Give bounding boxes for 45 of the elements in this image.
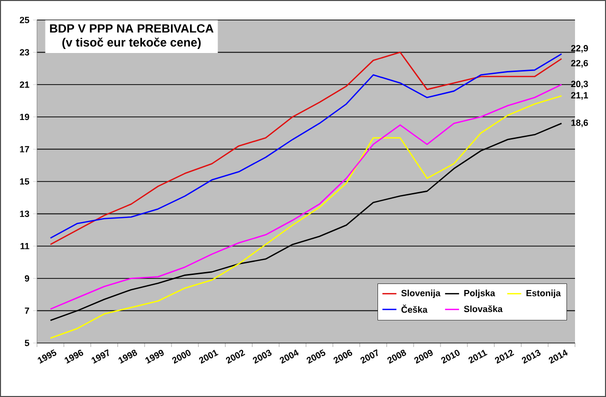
text: (v tisoč eur tekoče cene)	[62, 38, 201, 49]
x-tick-label: 2009	[414, 350, 433, 364]
x-tick-label: 2012	[494, 350, 514, 364]
x-tick-label: 2007	[360, 349, 378, 364]
x-tick-label: 1995	[38, 349, 56, 364]
x-tick-label: 2003	[252, 350, 272, 364]
line-series	[50, 122, 562, 322]
annotation: 22,9	[571, 45, 588, 53]
y-tick-label: 7	[24, 308, 30, 314]
legend-label: Slovenija	[401, 290, 440, 298]
x-tick-label: 2004	[280, 349, 299, 364]
y-tick-label: 25	[20, 16, 30, 24]
legend-label: Češka	[401, 304, 428, 313]
y-tick-label: 23	[20, 49, 30, 56]
x-tick-label: 2002	[226, 350, 246, 364]
annotation: 18,6	[571, 120, 588, 128]
y-tick-label: 17	[20, 146, 30, 152]
x-tick-label: 2001	[199, 350, 218, 364]
x-tick-label: 2008	[387, 350, 406, 364]
x-tick-label: 1996	[64, 350, 84, 364]
legend-label: Estonija	[526, 290, 561, 298]
legend-label: Slovaška	[464, 305, 503, 312]
legend-label: Poljska	[464, 290, 496, 298]
y-tick-label: 9	[24, 275, 30, 282]
x-tick-label: 2000	[172, 350, 191, 364]
annotation: 22,6	[571, 60, 588, 68]
y-tick-label: 11	[20, 243, 30, 250]
line-series	[50, 95, 562, 339]
annotation: 20,3	[571, 80, 588, 88]
annotation: 21,1	[571, 92, 588, 100]
y-tick-label: 21	[20, 81, 30, 88]
x-tick-label: 2014	[548, 349, 568, 364]
y-tick-label: 15	[20, 178, 30, 185]
x-tick-label: 2011	[468, 350, 488, 364]
chart-title: BDP V PPP NA PREBIVALCA	[50, 24, 214, 33]
x-tick-label: 1999	[145, 350, 164, 364]
x-tick-label: 1998	[118, 350, 138, 364]
x-tick-label: 2005	[306, 349, 326, 364]
x-tick-label: 2006	[334, 350, 352, 364]
y-tick-label: 19	[20, 114, 30, 120]
y-tick-label: 5	[24, 340, 30, 346]
y-tick-label: 13	[20, 210, 30, 217]
x-tick-label: 1997	[92, 349, 109, 364]
x-tick-label: 2010	[441, 350, 460, 364]
x-tick-label: 2013	[522, 350, 541, 364]
